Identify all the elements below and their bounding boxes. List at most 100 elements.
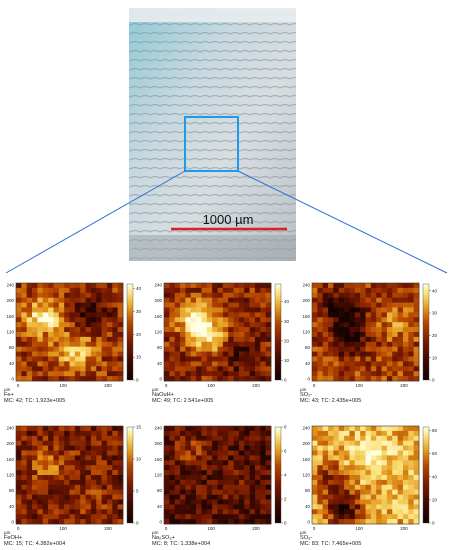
axis-unit-label: µm [4, 530, 11, 535]
colorbar-tick-label: 30 [284, 319, 290, 324]
ion-label: FeOH+ [4, 535, 22, 541]
x-tick-label: 100 [355, 383, 363, 388]
x-tick-label: 200 [252, 383, 260, 388]
x-tick-label: 200 [104, 526, 112, 531]
ion-label: Na₂SO₃+ [152, 535, 175, 541]
colorbar-tick-label: 0 [432, 521, 435, 526]
x-tick-label: 200 [104, 383, 112, 388]
y-tick-label: 160 [302, 457, 310, 462]
colorbar-tick-label: 0 [284, 378, 287, 383]
ion-map-image [164, 283, 272, 382]
y-tick-label: 0 [11, 520, 14, 525]
y-tick-label: 240 [154, 283, 162, 288]
x-tick-label: 0 [313, 526, 316, 531]
axis-unit-label: µm [300, 387, 307, 392]
colorbar-tick-label: 60 [432, 451, 438, 456]
colorbar-tick-label: 5 [136, 489, 139, 494]
ion-label: NaOuH+ [152, 392, 174, 398]
x-tick-label: 100 [207, 526, 215, 531]
ion-map-frame [15, 425, 124, 525]
ion-map-frame [311, 425, 420, 525]
colorbar-tick-label: 80 [432, 428, 438, 433]
ion-stats: MC: 43; TC: 2.435e+005 [300, 398, 361, 404]
y-tick-label: 80 [157, 345, 163, 350]
ion-map-image [16, 283, 124, 382]
colorbar-tick-label: 20 [284, 338, 290, 343]
y-tick-label: 240 [302, 426, 310, 431]
ion-label: SO₃- [300, 535, 312, 541]
y-tick-label: 200 [302, 441, 310, 446]
colorbar-tick-label: 40 [432, 288, 438, 293]
x-tick-label: 200 [252, 526, 260, 531]
colorbar-tick-label: 30 [432, 311, 438, 316]
y-tick-label: 240 [302, 283, 310, 288]
ion-map-frame [15, 282, 124, 382]
colorbar-tick-label: 15 [136, 425, 142, 430]
ion-map-image [312, 283, 420, 382]
y-tick-label: 120 [154, 473, 162, 478]
ion-map-frame [163, 282, 272, 382]
micrograph: 1000 µm [129, 8, 296, 261]
ion-label: Fe+ [4, 392, 14, 398]
colorbar-tick-label: 30 [136, 309, 142, 314]
colorbar-tick-label: 0 [284, 521, 287, 526]
x-tick-label: 100 [59, 526, 67, 531]
y-tick-label: 120 [302, 473, 310, 478]
colorbar-tick-label: 0 [136, 378, 139, 383]
x-tick-label: 200 [400, 383, 408, 388]
x-tick-label: 100 [59, 383, 67, 388]
colorbar-tick-label: 40 [284, 299, 290, 304]
connector-line-left [5, 170, 186, 274]
colorbar-tick-label: 10 [136, 457, 142, 462]
axis-unit-label: µm [152, 387, 159, 392]
y-tick-label: 120 [302, 330, 310, 335]
x-tick-label: 100 [207, 383, 215, 388]
y-tick-label: 200 [6, 298, 14, 303]
ion-map-image [164, 426, 272, 525]
colorbar-tick-label: 8 [284, 425, 287, 430]
axis-unit-label: µm [300, 530, 307, 535]
axis-unit-label: µm [152, 530, 159, 535]
y-tick-label: 200 [154, 441, 162, 446]
ion-label: SO₂- [300, 392, 312, 398]
ion-map-frame [163, 425, 272, 525]
y-tick-label: 0 [307, 377, 310, 382]
y-tick-label: 160 [6, 457, 14, 462]
colorbar-tick-label: 0 [136, 521, 139, 526]
y-tick-label: 120 [154, 330, 162, 335]
colorbar-tick-label: 20 [432, 333, 438, 338]
y-tick-label: 40 [157, 361, 163, 366]
colorbar-tick-label: 10 [432, 355, 438, 360]
y-tick-label: 80 [9, 488, 15, 493]
y-tick-label: 80 [9, 345, 15, 350]
ion-map-image [16, 426, 124, 525]
micrograph-bottom-edge [129, 235, 296, 261]
colorbar [422, 283, 430, 381]
ion-stats: MC: 15; TC: 4.382e+004 [4, 541, 65, 547]
x-tick-label: 0 [165, 526, 168, 531]
colorbar-tick-label: 4 [284, 473, 287, 478]
colorbar [126, 426, 134, 524]
y-tick-label: 40 [305, 504, 311, 509]
y-tick-label: 160 [6, 314, 14, 319]
y-tick-label: 40 [305, 361, 311, 366]
y-tick-label: 0 [11, 377, 14, 382]
y-tick-label: 120 [6, 473, 14, 478]
y-tick-label: 120 [6, 330, 14, 335]
y-tick-label: 240 [6, 426, 14, 431]
ion-map-image [312, 426, 420, 525]
axis-unit-label: µm [4, 387, 11, 392]
micrograph-top-edge [129, 8, 296, 22]
connector-line-right [237, 170, 448, 274]
colorbar-tick-label: 0 [432, 378, 435, 383]
y-tick-label: 160 [154, 314, 162, 319]
y-tick-label: 160 [154, 457, 162, 462]
y-tick-label: 200 [302, 298, 310, 303]
y-tick-label: 160 [302, 314, 310, 319]
